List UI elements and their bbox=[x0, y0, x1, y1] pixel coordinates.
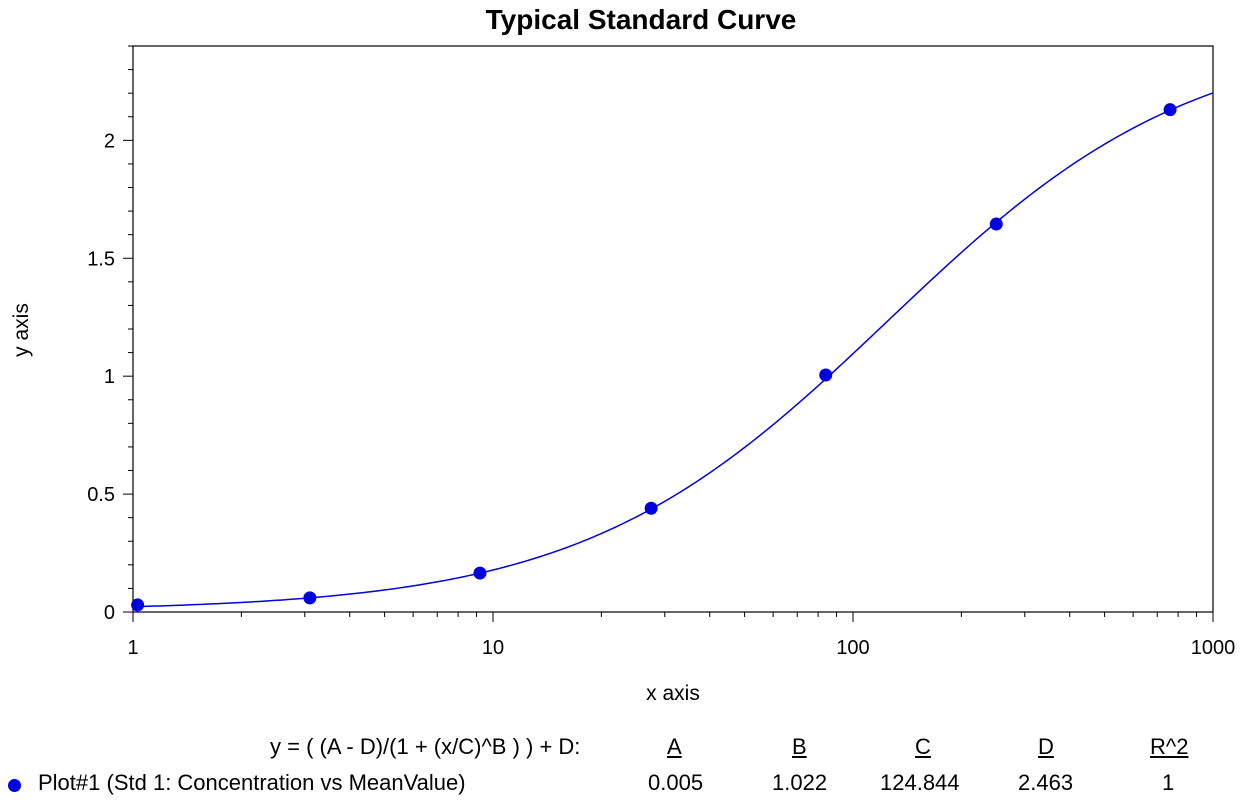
y-tick-label: 0 bbox=[104, 602, 115, 624]
y-tick-label: 2 bbox=[104, 130, 115, 152]
param-header-d: D bbox=[1038, 734, 1054, 759]
plot-area-frame bbox=[132, 45, 1214, 613]
data-point bbox=[989, 217, 1003, 231]
data-point bbox=[473, 566, 487, 580]
data-point bbox=[819, 368, 833, 382]
param-header-c: C bbox=[915, 734, 931, 759]
data-points-group bbox=[131, 103, 1177, 612]
data-point bbox=[1163, 103, 1177, 117]
x-tick-label: 1 bbox=[127, 637, 138, 659]
param-value-c: 124.844 bbox=[880, 770, 960, 795]
legend-marker bbox=[8, 779, 21, 792]
x-axis-ticks: 1 10 100 1000 bbox=[127, 612, 1235, 659]
fit-equation: y = ( (A - D)/(1 + (x/C)^B ) ) + D: bbox=[270, 734, 581, 759]
param-value-a: 0.005 bbox=[648, 770, 704, 795]
y-tick-label: 1.5 bbox=[87, 248, 115, 270]
param-header-a: A bbox=[667, 734, 682, 759]
y-axis-label: y axis bbox=[10, 303, 33, 357]
param-header-r2: R^2 bbox=[1150, 734, 1189, 759]
y-tick-label: 1 bbox=[104, 366, 115, 388]
param-value-d: 2.463 bbox=[1018, 770, 1074, 795]
fit-curve-group bbox=[132, 92, 1214, 608]
x-axis-label: x axis bbox=[646, 682, 700, 705]
data-point bbox=[644, 501, 658, 515]
x-tick-label: 100 bbox=[836, 637, 869, 659]
fit-header-row: y = ( (A - D)/(1 + (x/C)^B ) ) + D: A B … bbox=[0, 734, 1250, 764]
x-tick-label: 10 bbox=[482, 637, 504, 659]
y-axis-ticks: 0 0.5 1 1.5 2 bbox=[87, 45, 133, 624]
y-tick-label: 0.5 bbox=[87, 484, 115, 506]
data-point bbox=[131, 598, 145, 612]
data-point bbox=[303, 591, 317, 605]
fit-values-row: Plot#1 (Std 1: Concentration vs MeanValu… bbox=[0, 770, 1250, 800]
legend-plot-label: Plot#1 (Std 1: Concentration vs MeanValu… bbox=[38, 770, 466, 795]
param-value-b: 1.022 bbox=[772, 770, 828, 795]
param-value-r2: 1 bbox=[1162, 770, 1175, 795]
fit-curve-line bbox=[132, 92, 1214, 608]
x-tick-label: 1000 bbox=[1191, 637, 1236, 659]
param-header-b: B bbox=[792, 734, 807, 759]
chart-title: Typical Standard Curve bbox=[485, 4, 797, 35]
chart-plot: 1 10 100 1000 0 0.5 1 1.5 2 x axis y axis bbox=[10, 45, 1235, 705]
